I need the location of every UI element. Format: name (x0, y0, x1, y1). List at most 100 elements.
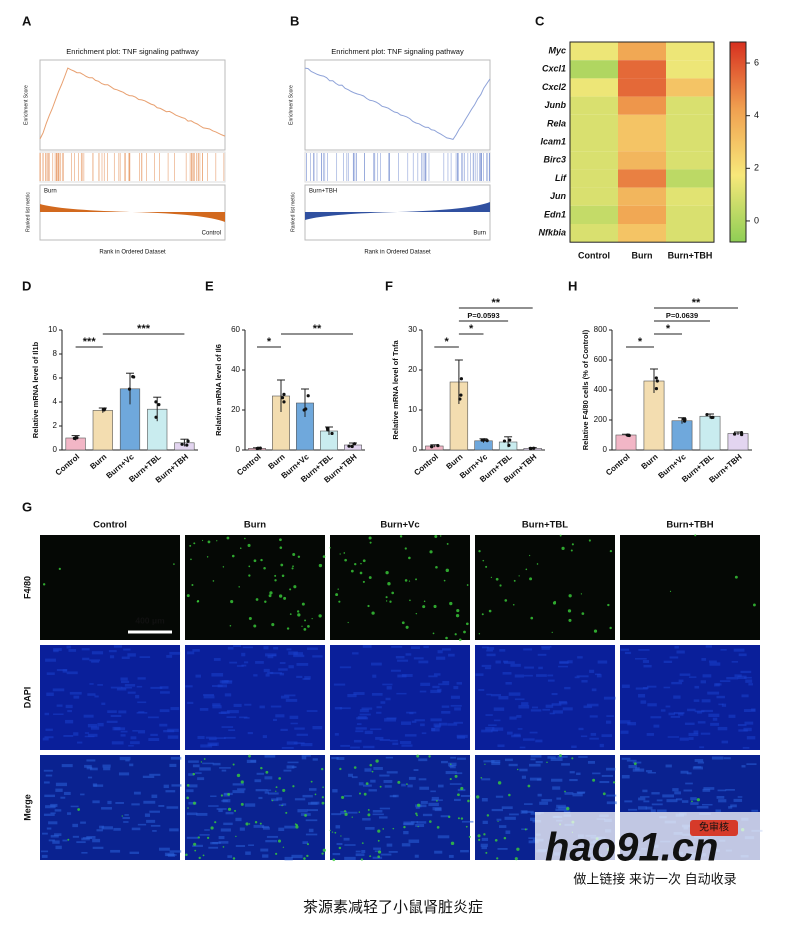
nuclei-texture (674, 645, 679, 649)
nuclei-texture (681, 800, 689, 803)
nuclei-texture (493, 707, 505, 711)
panel-letter: G (22, 499, 32, 514)
nuclei-texture (137, 701, 147, 704)
nuclei-texture (248, 844, 255, 846)
significance-label: * (638, 336, 643, 348)
f480-signal (194, 849, 197, 852)
nuclei-texture (481, 797, 488, 802)
nuclei-texture (273, 646, 279, 650)
f480-signal (210, 826, 214, 830)
f480-signal (240, 802, 244, 806)
f480-signal (285, 811, 288, 814)
nuclei-texture (131, 827, 141, 831)
nuclei-texture (481, 837, 489, 841)
f480-signal (296, 610, 300, 613)
nuclei-texture (620, 720, 631, 724)
nuclei-texture (87, 693, 96, 696)
image-column-header: Control (93, 520, 127, 531)
panel-letter: A (22, 13, 32, 28)
f480-signal (244, 537, 246, 540)
data-point (733, 432, 737, 436)
data-point (485, 439, 489, 443)
nuclei-texture (211, 685, 223, 687)
nuclei-texture (414, 719, 425, 722)
nuclei-texture (82, 657, 90, 661)
nuclei-texture (362, 645, 372, 648)
nuclei-texture (408, 839, 420, 843)
nuclei-texture (370, 779, 376, 783)
heatmap-cell (618, 96, 666, 115)
nuclei-texture (213, 658, 221, 661)
f480-signal (669, 590, 672, 592)
f480-signal (192, 772, 196, 776)
nuclei-texture (228, 729, 236, 732)
f480-signal (478, 838, 481, 842)
nuclei-texture (266, 789, 272, 792)
nuclei-texture (46, 827, 52, 830)
nuclei-texture (63, 791, 71, 796)
nuclei-texture (686, 772, 692, 775)
f480-signal (416, 814, 418, 817)
data-point (157, 403, 161, 407)
f480-signal (238, 586, 240, 588)
nuclei-texture (65, 719, 74, 724)
nuclei-texture (391, 645, 403, 648)
f480-signal (691, 800, 693, 803)
nuclei-texture (55, 788, 63, 792)
f480-signal (408, 556, 411, 560)
gsea-bottom-group: Burn (473, 231, 486, 237)
nuclei-texture (517, 728, 523, 730)
f480-signal (409, 599, 411, 602)
nuclei-texture (748, 683, 753, 686)
nuclei-texture (336, 842, 343, 846)
nuclei-texture (386, 686, 392, 690)
nuclei-texture (448, 653, 455, 657)
nuclei-texture (559, 701, 568, 705)
nuclei-texture (645, 770, 653, 773)
data-point (132, 375, 136, 379)
nuclei-texture (448, 762, 457, 766)
nuclei-texture (638, 694, 646, 698)
f480-signal (253, 559, 257, 563)
nuclei-texture (89, 683, 94, 685)
f480-signal (268, 594, 272, 598)
nuclei-texture (516, 715, 522, 718)
nuclei-texture (453, 686, 459, 690)
f480-signal (186, 784, 190, 787)
nuclei-texture (344, 794, 352, 797)
nuclei-texture (663, 686, 671, 689)
f480-signal (422, 605, 426, 609)
data-point (654, 386, 659, 391)
f480-signal (385, 596, 388, 599)
heatmap-row-label: Lif (555, 173, 567, 183)
nuclei-texture (418, 778, 427, 781)
f480-signal (297, 613, 301, 617)
nuclei-texture (73, 695, 80, 699)
data-point (529, 447, 533, 451)
nuclei-texture (61, 764, 73, 768)
f480-signal (369, 541, 372, 544)
nuclei-texture (547, 756, 556, 759)
nuclei-texture (499, 649, 506, 652)
f480-signal (518, 575, 520, 577)
nuclei-texture (186, 836, 199, 839)
nuclei-texture (535, 739, 543, 743)
nuclei-texture (199, 708, 209, 711)
nuclei-texture (84, 732, 90, 734)
nuclei-texture (195, 772, 202, 774)
nuclei-texture (262, 827, 270, 830)
f480-signal (404, 547, 407, 550)
f480-signal (322, 848, 326, 852)
f480-signal (484, 763, 486, 765)
nuclei-texture (551, 692, 558, 696)
nuclei-texture (589, 669, 595, 673)
nuclei-texture (86, 766, 93, 770)
nuclei-texture (441, 710, 451, 714)
f480-signal (401, 621, 405, 625)
nuclei-texture (312, 725, 323, 730)
nuclei-texture (192, 844, 203, 848)
heatmap-frame (569, 41, 715, 243)
data-point (710, 415, 714, 420)
nuclei-texture (121, 686, 133, 689)
nuclei-texture (221, 800, 228, 802)
